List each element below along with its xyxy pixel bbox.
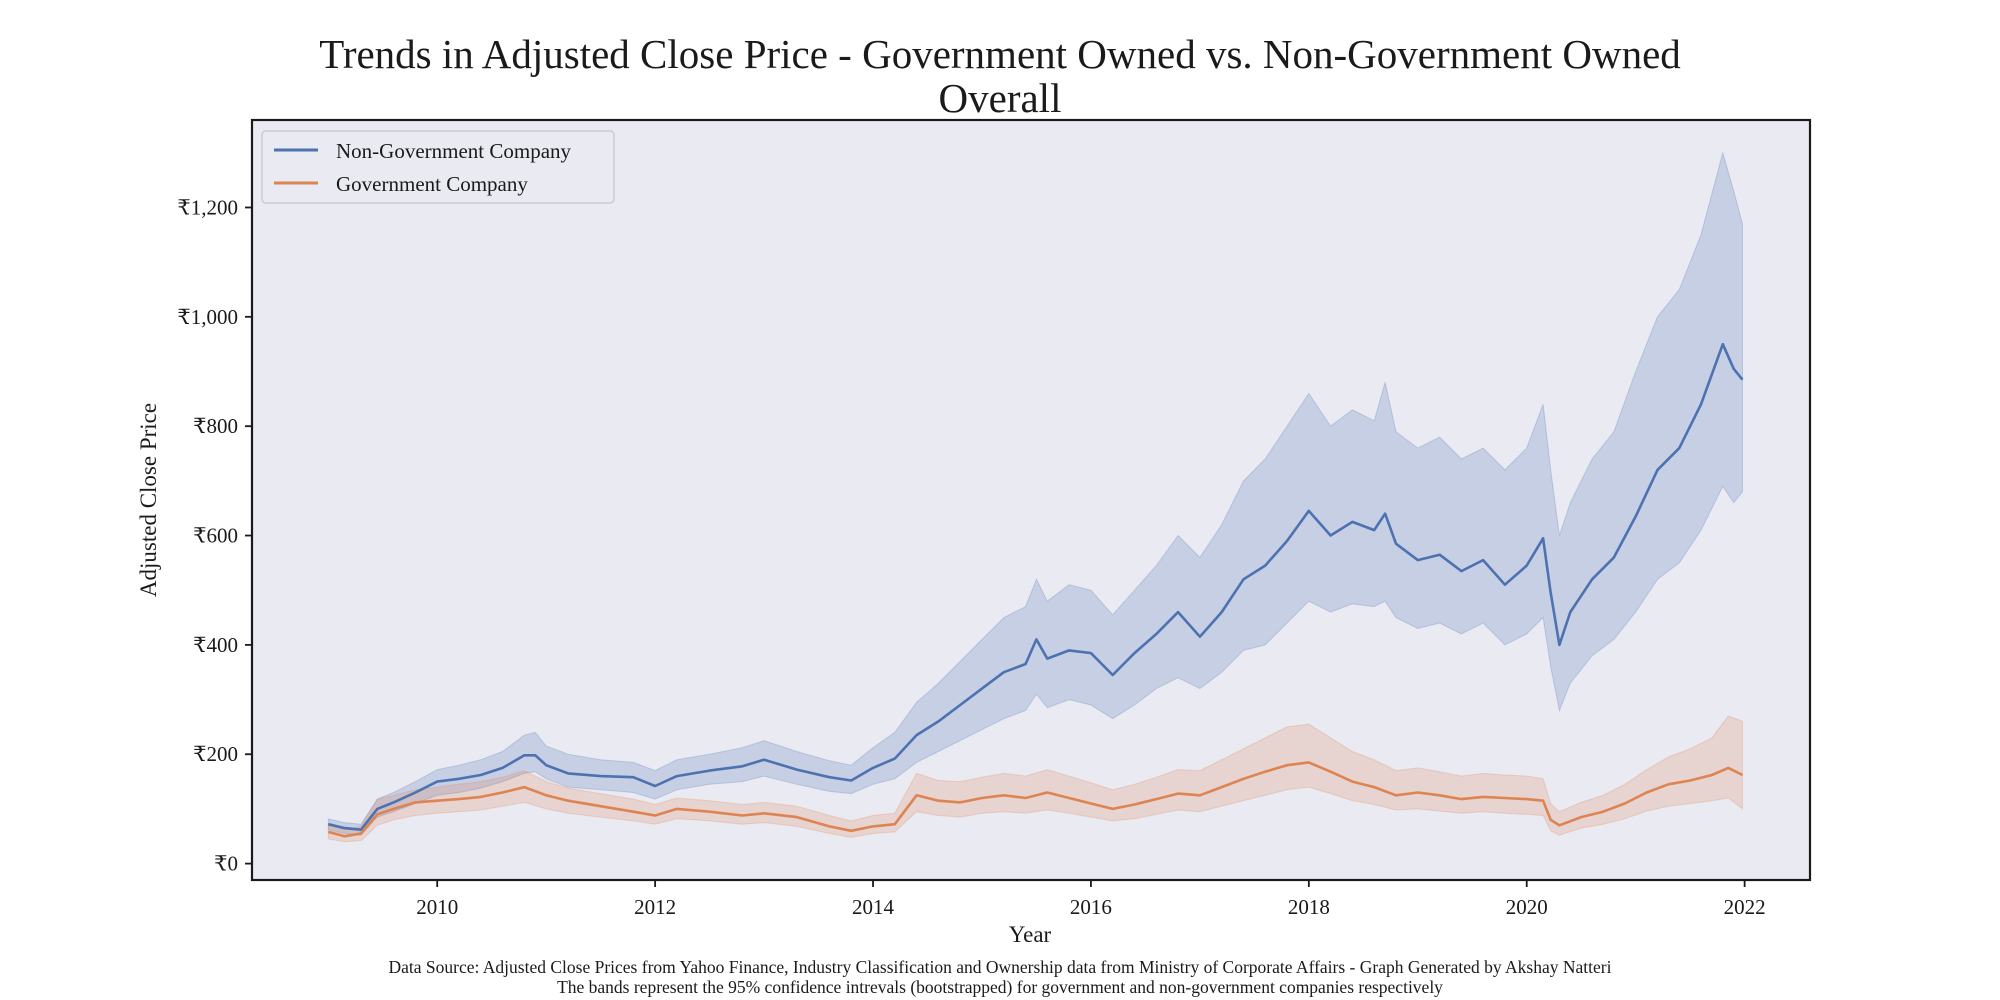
x-tick-label: 2020 — [1506, 895, 1548, 919]
legend-box — [261, 130, 615, 204]
y-tick-label: ₹1,200 — [177, 195, 238, 219]
x-tick-label: 2016 — [1070, 895, 1112, 919]
y-tick-label: ₹1,000 — [177, 305, 238, 329]
y-tick-label: ₹0 — [214, 852, 238, 876]
y-tick-label: ₹400 — [193, 633, 238, 657]
legend-label-non-government: Non-Government Company — [336, 139, 572, 163]
x-tick-label: 2010 — [416, 895, 458, 919]
series-line-1 — [327, 761, 1744, 838]
x-tick-label: 2022 — [1724, 895, 1766, 919]
x-tick-label: 2012 — [634, 895, 676, 919]
chart-title-line2: Overall — [938, 75, 1062, 121]
footnote-data-source: Data Source: Adjusted Close Prices from … — [388, 957, 1612, 977]
y-tick-label: ₹200 — [193, 742, 238, 766]
series-lines — [327, 342, 1744, 838]
confidence-band-0 — [327, 150, 1743, 836]
chart-title-line1: Trends in Adjusted Close Price - Governm… — [319, 31, 1681, 77]
x-axis-label: Year — [1009, 922, 1052, 947]
footnote-bands-note: The bands represent the 95% confidence i… — [557, 977, 1443, 997]
series-line-0 — [327, 342, 1744, 832]
y-axis: ₹0 ₹200 ₹400 ₹600 ₹800 ₹1,000 ₹1,200 — [177, 195, 252, 876]
y-tick-label: ₹600 — [193, 524, 238, 548]
x-tick-label: 2014 — [852, 895, 895, 919]
x-axis: 2010 2012 2014 2016 2018 2020 2022 — [416, 880, 1766, 919]
plot-area — [250, 118, 1812, 882]
legend-label-government: Government Company — [336, 172, 528, 196]
y-axis-label: Adjusted Close Price — [136, 403, 161, 597]
x-tick-label: 2018 — [1288, 895, 1330, 919]
legend: Non-Government Company Government Compan… — [261, 130, 615, 204]
y-tick-label: ₹800 — [193, 414, 238, 438]
